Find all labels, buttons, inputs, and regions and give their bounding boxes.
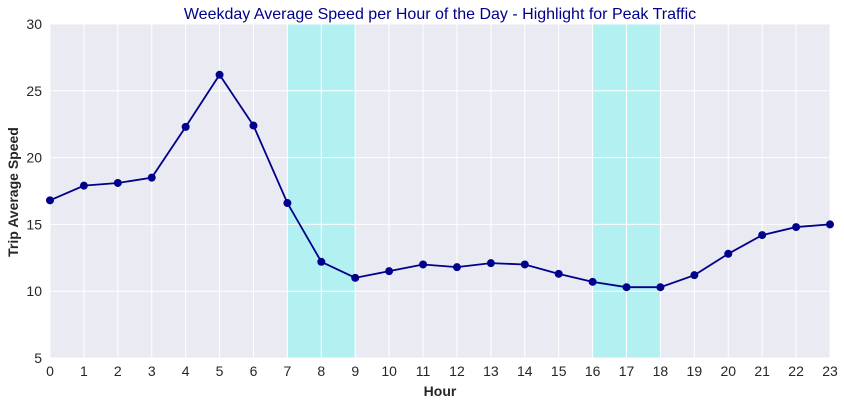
x-tick-label-2: 2 <box>114 363 122 379</box>
y-tick-labels: 5 10 15 20 25 30 <box>26 16 42 366</box>
data-point-18 <box>656 283 665 292</box>
x-tick-label-15: 15 <box>551 363 567 379</box>
x-tick-label-18: 18 <box>653 363 669 379</box>
x-tick-labels: 0 1 2 3 4 5 6 7 8 9 10 11 12 13 14 15 16 17 18 19 20 21 22 23 <box>46 363 838 379</box>
x-tick-label-3: 3 <box>148 363 156 379</box>
grid-lines <box>49 23 831 359</box>
y-tick-label-20: 20 <box>26 150 42 166</box>
data-point-19 <box>690 271 699 280</box>
y-tick-label-30: 30 <box>26 16 42 32</box>
data-point-17 <box>622 283 631 292</box>
y-tick-label-25: 25 <box>26 83 42 99</box>
data-point-11 <box>419 260 428 269</box>
x-tick-label-0: 0 <box>46 363 54 379</box>
x-tick-label-12: 12 <box>449 363 465 379</box>
data-point-7 <box>283 199 292 208</box>
x-tick-label-11: 11 <box>416 363 431 379</box>
data-point-0 <box>46 196 54 205</box>
x-tick-label-10: 10 <box>381 363 397 379</box>
x-tick-label-8: 8 <box>317 363 325 379</box>
chart-title: Weekday Average Speed per Hour of the Da… <box>184 6 696 23</box>
x-tick-label-17: 17 <box>619 363 635 379</box>
data-point-15 <box>554 269 563 278</box>
x-tick-label-9: 9 <box>351 363 359 379</box>
y-axis-label: Trip Average Speed <box>5 127 21 257</box>
y-tick-label-15: 15 <box>26 216 42 232</box>
x-tick-label-20: 20 <box>720 363 736 379</box>
data-point-23 <box>826 220 834 229</box>
data-point-5 <box>215 70 224 79</box>
y-tick-label-5: 5 <box>34 350 42 366</box>
plot-background <box>50 24 830 358</box>
x-tick-label-14: 14 <box>517 363 533 379</box>
x-tick-label-1: 1 <box>80 363 88 379</box>
data-point-4 <box>181 122 190 131</box>
data-point-22 <box>792 223 801 232</box>
y-tick-label-10: 10 <box>26 283 42 299</box>
data-point-14 <box>520 260 529 269</box>
x-tick-label-23: 23 <box>822 363 838 379</box>
data-point-8 <box>317 257 326 266</box>
series-line-0 <box>49 73 831 289</box>
data-point-3 <box>147 173 156 182</box>
data-point-16 <box>588 277 597 286</box>
data-point-21 <box>758 231 767 240</box>
data-point-1 <box>79 181 88 190</box>
data-point-20 <box>724 249 733 258</box>
data-point-2 <box>113 178 122 187</box>
x-tick-label-22: 22 <box>788 363 804 379</box>
x-axis-label: Hour <box>424 383 457 399</box>
x-tick-label-19: 19 <box>687 363 703 379</box>
x-tick-label-5: 5 <box>216 363 224 379</box>
series-points <box>46 70 834 292</box>
x-tick-label-6: 6 <box>250 363 258 379</box>
data-point-10 <box>385 267 394 276</box>
data-point-9 <box>351 273 360 282</box>
data-point-6 <box>249 121 258 130</box>
x-tick-label-7: 7 <box>283 363 291 379</box>
x-tick-label-13: 13 <box>483 363 499 379</box>
data-point-13 <box>486 259 495 268</box>
x-tick-label-21: 21 <box>754 363 770 379</box>
x-tick-label-16: 16 <box>585 363 601 379</box>
series-line <box>49 73 831 289</box>
x-tick-label-4: 4 <box>182 363 190 379</box>
data-point-12 <box>452 263 461 272</box>
